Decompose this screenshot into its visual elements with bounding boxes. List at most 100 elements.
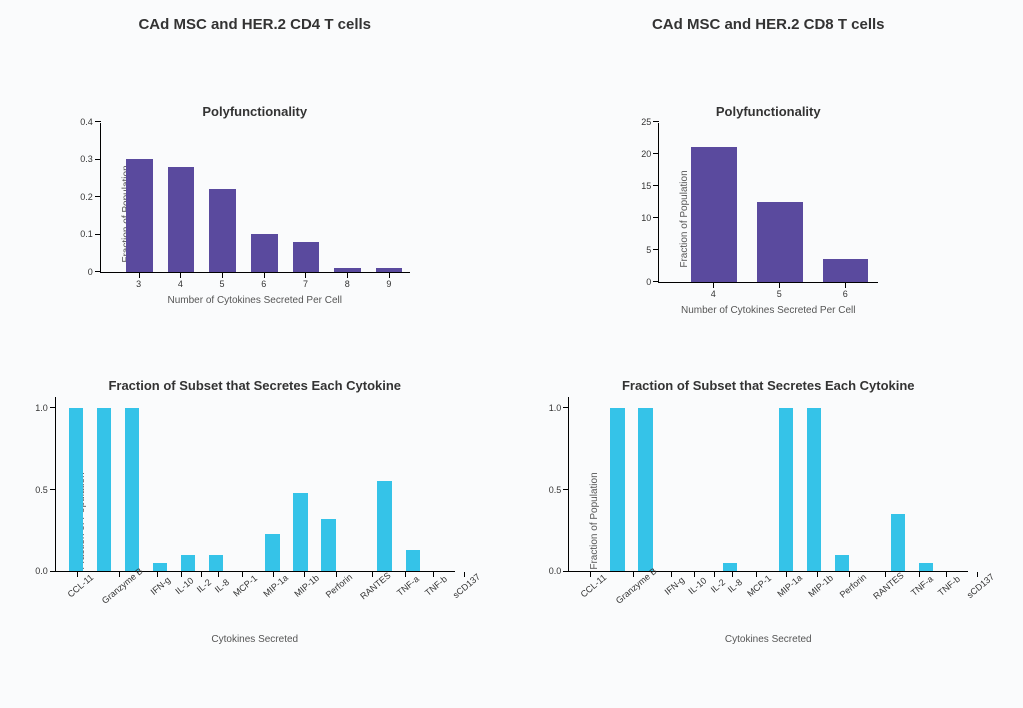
x-tick-slot: IL-2: [192, 572, 210, 628]
bar-slot: [828, 397, 856, 571]
bar: [691, 147, 737, 281]
chart-box: Fraction of Population00.10.20.30.434567…: [100, 123, 410, 306]
y-tick-label: 10: [641, 213, 659, 223]
bar: [251, 234, 278, 272]
bar: [334, 268, 361, 272]
bar-slot: [286, 397, 314, 571]
bar-slot: [603, 397, 631, 571]
y-tick-label: 0.4: [80, 117, 101, 127]
y-tick-label: 1.0: [35, 403, 56, 413]
y-tick-label: 0.5: [35, 485, 56, 495]
x-tick-slot: 4: [159, 273, 201, 289]
chart-box: Fraction of Population0510152025456Numbe…: [658, 123, 878, 316]
chart-title: Fraction of Subset that Secretes Each Cy…: [622, 378, 915, 393]
bar: [779, 408, 793, 572]
x-tick-mark: [264, 273, 265, 278]
x-tick-label: 4: [711, 289, 716, 299]
x-tick-slot: Perforin: [319, 572, 353, 628]
bar-slot: [912, 397, 940, 571]
x-tick-label: 5: [220, 279, 225, 289]
x-tick-slot: 5: [746, 283, 812, 299]
bar: [723, 563, 737, 571]
x-ticks: CCL-11Granzyme BIFN-gIL-10IL-2IL-8MCP-1M…: [55, 572, 455, 628]
bar-slot: [681, 123, 747, 282]
bar-slot: [800, 397, 828, 571]
bar-slot: [202, 123, 244, 272]
x-tick-mark: [389, 273, 390, 278]
bar-slot: [368, 123, 410, 272]
x-tick-slot: RANTES: [353, 572, 392, 628]
x-tick-slot: 9: [368, 273, 410, 289]
bar-slot: [813, 123, 879, 282]
bar: [835, 555, 849, 571]
chart-title: Polyfunctionality: [202, 104, 307, 119]
bar: [919, 563, 933, 571]
bar-slot: [343, 397, 371, 571]
x-tick-mark: [222, 273, 223, 278]
plot-area: 0.00.51.0: [55, 397, 455, 572]
x-tick-mark: [242, 572, 243, 577]
x-tick-slot: TNF-b: [419, 572, 447, 628]
bar: [209, 189, 236, 272]
x-tick-label: 8: [345, 279, 350, 289]
x-tick-mark: [779, 283, 780, 288]
y-tick-label: 0.3: [80, 154, 101, 164]
chart-box: Fraction of Population0.00.51.0CCL-11Gra…: [55, 397, 455, 645]
y-tick-label: 0.2: [80, 192, 101, 202]
panel-cd8-poly: PolyfunctionalityFraction of Population0…: [532, 98, 1006, 373]
plot-area: 0510152025: [658, 123, 878, 283]
x-tick-slot: MIP-1b: [288, 572, 319, 628]
x-tick-slot: IL-2: [706, 572, 724, 628]
x-tick-mark: [372, 572, 373, 577]
bars-container: [659, 123, 878, 282]
bar: [153, 563, 167, 571]
x-tick-slot: MIP-1b: [802, 572, 833, 628]
x-tick-mark: [180, 273, 181, 278]
x-ticks: 3456789: [100, 273, 410, 289]
bar: [168, 167, 195, 272]
bar: [293, 242, 320, 272]
x-tick-mark: [756, 572, 757, 577]
x-tick-slot: CCL-11: [574, 572, 606, 628]
bar-slot: [716, 397, 744, 571]
x-tick-mark: [336, 572, 337, 577]
x-tick-mark: [157, 572, 158, 577]
x-tick-mark: [139, 273, 140, 278]
chart-grid: CAd MSC and HER.2 CD4 T cells CAd MSC an…: [0, 0, 1023, 708]
bar-slot: [772, 397, 800, 571]
bar: [406, 550, 420, 571]
bar: [321, 519, 335, 571]
bar: [807, 408, 821, 572]
x-axis-label: Number of Cytokines Secreted Per Cell: [100, 295, 410, 306]
bar-slot: [62, 397, 90, 571]
x-tick-mark: [347, 273, 348, 278]
y-tick-label: 5: [646, 245, 659, 255]
x-tick-slot: sCD137: [960, 572, 995, 628]
bar-slot: [940, 397, 968, 571]
y-tick-label: 1.0: [549, 403, 570, 413]
bar-slot: [631, 397, 659, 571]
chart-title: Polyfunctionality: [716, 104, 821, 119]
x-ticks: CCL-11Granzyme BIFN-gIL-10IL-2IL-8MCP-1M…: [568, 572, 968, 628]
x-tick-mark: [201, 572, 202, 577]
y-tick-label: 0.5: [549, 485, 570, 495]
bar-slot: [90, 397, 118, 571]
bar: [97, 408, 111, 572]
x-tick-mark: [977, 572, 978, 577]
bar: [69, 408, 83, 572]
x-tick-mark: [713, 283, 714, 288]
x-tick-slot: IL-10: [170, 572, 193, 628]
x-tick-slot: 3: [118, 273, 160, 289]
x-tick-mark: [405, 572, 406, 577]
panel-cd4-cyto: Fraction of Subset that Secretes Each Cy…: [18, 372, 492, 702]
x-tick-mark: [714, 572, 715, 577]
x-tick-slot: TNF-a: [905, 572, 933, 628]
x-tick-mark: [849, 572, 850, 577]
bar-slot: [314, 397, 342, 571]
x-tick-mark: [732, 572, 733, 577]
y-tick-label: 0.0: [35, 566, 56, 576]
column-title-cd4: CAd MSC and HER.2 CD4 T cells: [18, 10, 492, 98]
x-tick-mark: [181, 572, 182, 577]
x-tick-label: sCD137: [965, 572, 1019, 628]
y-tick-label: 0.0: [549, 566, 570, 576]
